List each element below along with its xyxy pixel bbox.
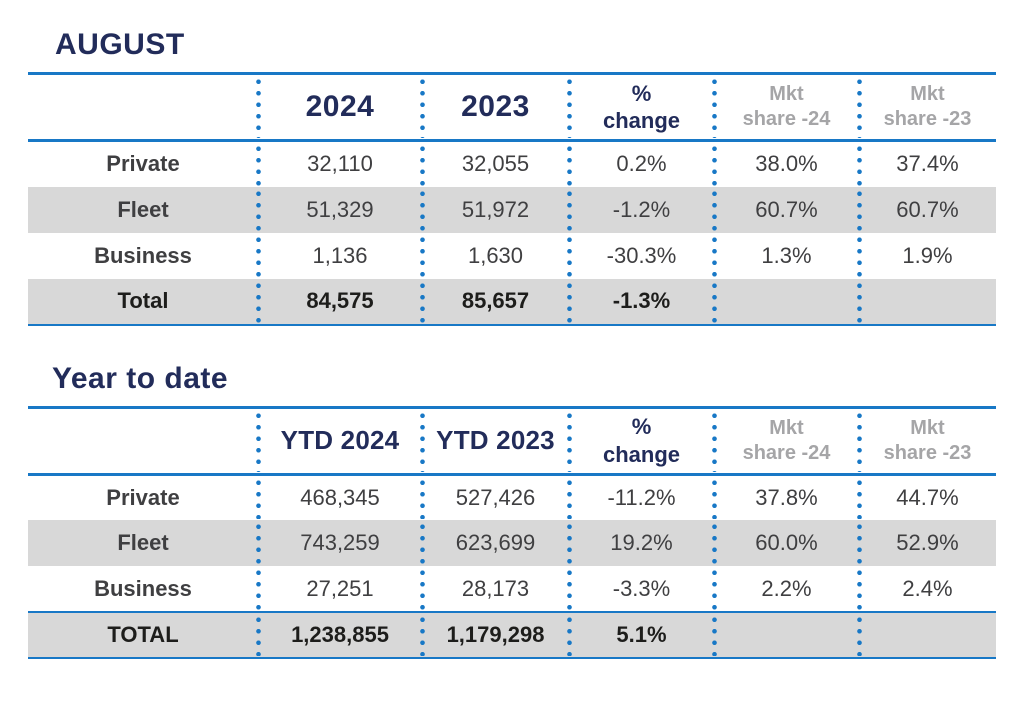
header-mkt-share-24: Mkt share -24 [711,407,859,476]
value-ytd-2023: 527,426 [419,474,569,520]
value-mkt-share-23: 37.4% [856,141,996,187]
value-pct-change: -1.3% [566,279,714,325]
value-2023: 85,657 [419,279,569,325]
header-empty-cell [28,73,258,142]
value-mkt-share-24: 60.7% [711,187,859,233]
value-mkt-share-23 [856,279,996,325]
value-pct-change: -30.3% [566,233,714,279]
table-row-business: Business 1,136 1,630 -30.3% 1.3% 1.9% [28,233,996,279]
table-row-fleet: Fleet 743,259 623,699 19.2% 60.0% 52.9% [28,520,996,566]
value-pct-change: 19.2% [566,520,714,566]
value-ytd-2024: 468,345 [255,474,422,520]
value-mkt-share-23: 52.9% [856,520,996,566]
header-mkt-share-23: Mkt share -23 [856,73,996,142]
value-mkt-share-24: 1.3% [711,233,859,279]
value-ytd-2024: 743,259 [255,520,422,566]
value-2024: 84,575 [255,279,422,325]
header-ytd-2024: YTD 2024 [255,407,422,476]
value-mkt-share-24: 37.8% [711,474,859,520]
header-mkt-share-23: Mkt share -23 [856,407,996,476]
value-ytd-2024: 27,251 [255,566,422,612]
value-mkt-share-24 [711,279,859,325]
table-row-total: Total 84,575 85,657 -1.3% [28,278,996,325]
value-ytd-2024: 1,238,855 [255,611,422,658]
august-table: 2024 2023 % change Mkt share -24 Mkt share … [28,72,996,326]
row-label: Fleet [117,530,169,555]
value-mkt-share-23: 2.4% [856,566,996,612]
header-ytd-2023: YTD 2023 [419,407,569,476]
value-2024: 32,110 [255,141,422,187]
table-row-fleet: Fleet 51,329 51,972 -1.2% 60.7% 60.7% [28,186,996,233]
row-label: Fleet [117,196,169,222]
row-label: TOTAL [28,611,258,658]
value-pct-change: -3.3% [566,566,714,612]
value-mkt-share-24 [711,611,859,658]
row-label: Private [106,151,180,177]
header-pct-change: % change [566,73,714,142]
value-ytd-2023: 28,173 [419,566,569,612]
table-row-business: Business 27,251 28,173 -3.3% 2.2% 2.4% [28,566,996,612]
value-mkt-share-23: 60.7% [856,187,996,233]
value-mkt-share-24: 38.0% [711,141,859,187]
header-mkt-share-24: Mkt share -24 [711,73,859,142]
august-header-row: 2024 2023 % change Mkt share -24 Mkt share … [28,73,996,142]
value-mkt-share-23: 44.7% [856,474,996,520]
value-ytd-2023: 1,179,298 [419,611,569,658]
value-ytd-2023: 623,699 [419,520,569,566]
value-2024: 1,136 [255,233,422,279]
header-pct-change: % change [566,407,714,476]
header-2024: 2024 [255,73,422,142]
header-2023: 2023 [419,73,569,142]
value-mkt-share-24: 2.2% [711,566,859,612]
row-label: Total [117,288,169,313]
value-mkt-share-23: 1.9% [856,233,996,279]
value-2024: 51,329 [255,187,422,233]
value-2023: 1,630 [419,233,569,279]
row-label: Business [94,575,192,601]
value-pct-change: -1.2% [566,187,714,233]
value-2023: 51,972 [419,187,569,233]
value-pct-change: 0.2% [566,141,714,187]
table-row-total: TOTAL 1,238,855 1,179,298 5.1% [28,611,996,658]
row-label: Business [94,242,192,268]
section-title-year-to-date: Year to date [52,361,229,395]
table-row-private: Private 468,345 527,426 -11.2% 37.8% 44.… [28,474,996,520]
row-label: Private [106,484,180,510]
year-to-date-table: YTD 2024 YTD 2023 % change Mkt share -24 M… [28,405,996,659]
ytd-header-row: YTD 2024 YTD 2023 % change Mkt share -24 M… [28,407,996,476]
value-mkt-share-24: 60.0% [711,520,859,566]
value-pct-change: -11.2% [566,474,714,520]
value-2023: 32,055 [419,141,569,187]
value-mkt-share-23 [856,611,996,658]
table-row-private: Private 32,110 32,055 0.2% 38.0% 37.4% [28,141,996,187]
section-title-august: AUGUST [55,28,185,61]
value-pct-change: 5.1% [566,611,714,658]
header-empty-cell [28,407,258,476]
